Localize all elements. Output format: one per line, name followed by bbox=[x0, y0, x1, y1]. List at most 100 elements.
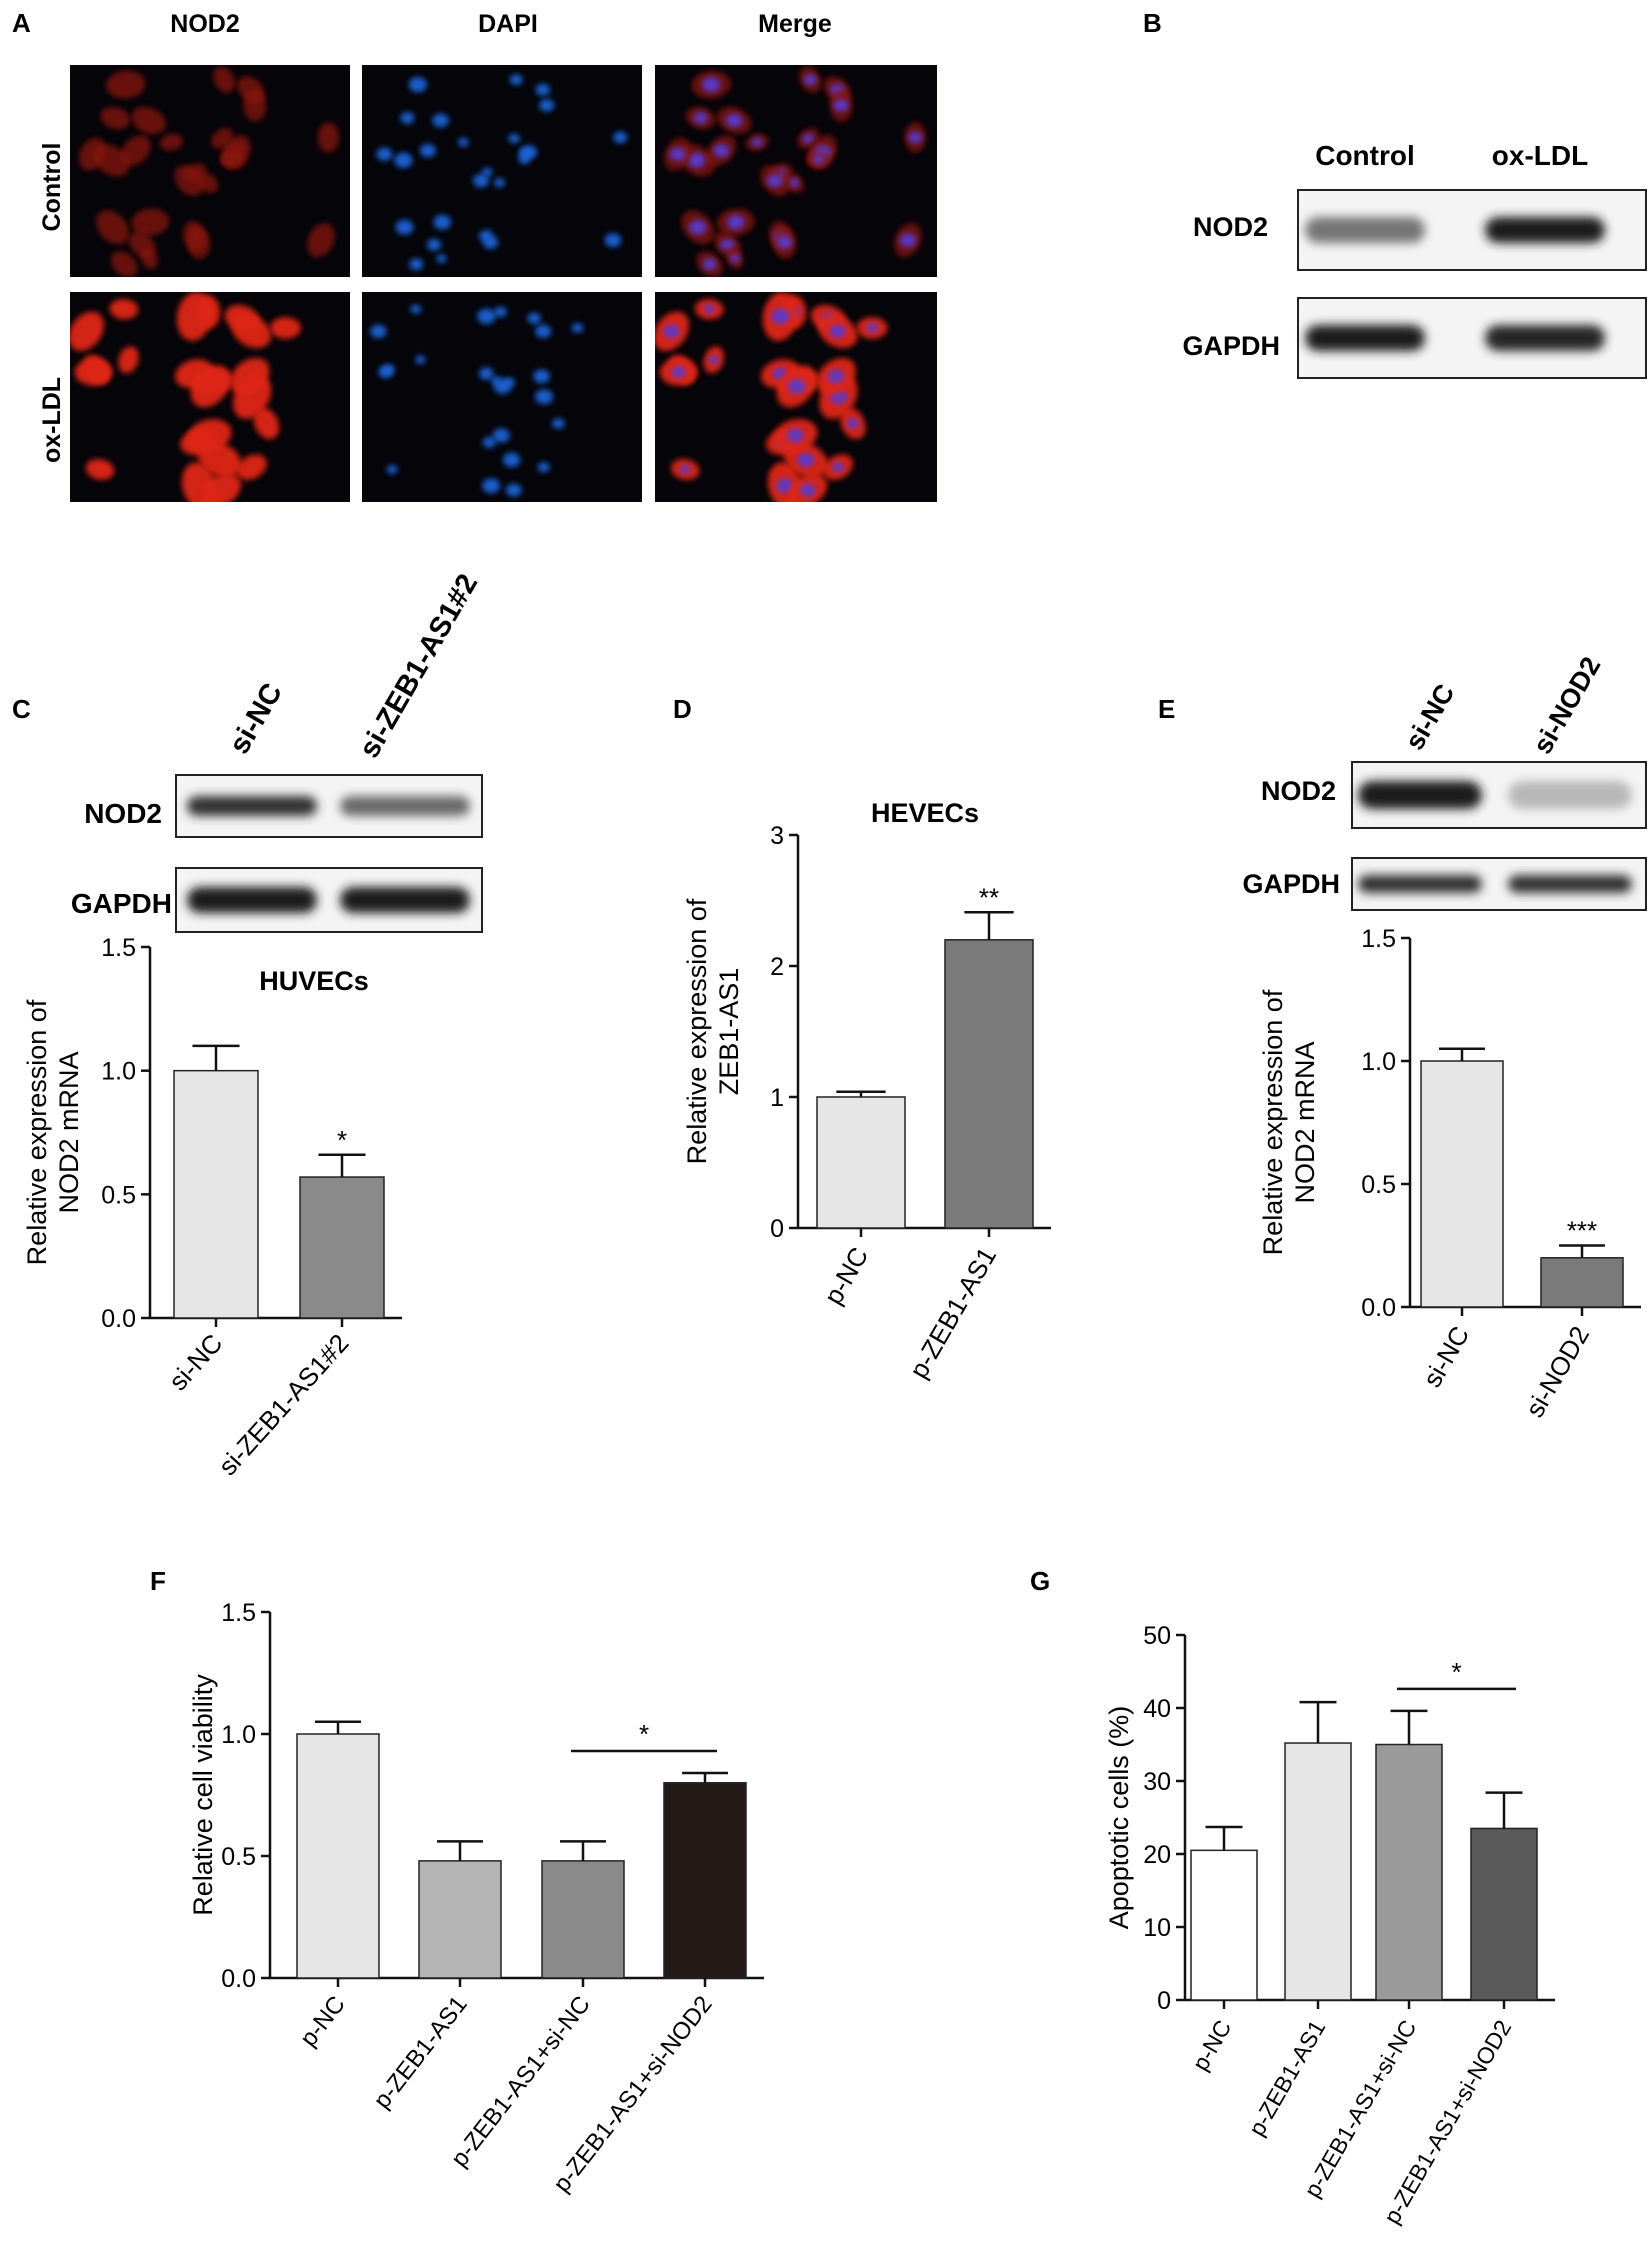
cell-cytoplasm bbox=[159, 133, 183, 151]
cell-nucleus bbox=[537, 462, 550, 473]
y-tick-label: 0 bbox=[770, 1215, 784, 1243]
category-label: p-ZEB1-AS1 bbox=[903, 1242, 1002, 1383]
cell-nucleus bbox=[505, 483, 522, 497]
cell-nucleus bbox=[494, 306, 507, 318]
cell-nucleus bbox=[527, 312, 542, 325]
panel-letter-b: B bbox=[1143, 8, 1162, 38]
panel-letter-e: E bbox=[1158, 694, 1175, 724]
cell-nucleus bbox=[509, 74, 523, 85]
y-tick-label: 1.5 bbox=[221, 1599, 256, 1627]
cell-nucleus bbox=[400, 112, 415, 124]
y-tick-label: 0.0 bbox=[1361, 1294, 1396, 1322]
cell-nucleus bbox=[725, 113, 743, 128]
cell-cytoplasm bbox=[307, 223, 335, 258]
blot-band bbox=[1305, 217, 1425, 243]
cell-nucleus bbox=[482, 436, 496, 448]
cell-nucleus bbox=[539, 99, 555, 112]
cell-cytoplasm bbox=[70, 311, 105, 352]
significance-marker: ** bbox=[979, 882, 999, 912]
lane-label-si-nc: si-NC bbox=[1399, 679, 1460, 755]
y-tick-label: 40 bbox=[1143, 1695, 1171, 1723]
cell-nucleus bbox=[813, 155, 824, 165]
cell-cytoplasm bbox=[109, 298, 139, 320]
column-label-merge: Merge bbox=[758, 10, 832, 38]
y-tick-label: 1.0 bbox=[101, 1058, 136, 1086]
cell-nucleus bbox=[535, 83, 551, 96]
bar-p-zeb1-as1-si-nc bbox=[541, 1860, 625, 1979]
band-label-gapdh: GAPDH bbox=[71, 888, 172, 919]
band-label-gapdh: GAPDH bbox=[1182, 331, 1280, 361]
cell-nucleus bbox=[419, 143, 436, 158]
y-tick-label: 2 bbox=[770, 953, 784, 981]
micrograph-background bbox=[362, 292, 642, 502]
cell-nucleus bbox=[409, 258, 424, 271]
category-label: p-ZEB1-AS1 bbox=[369, 1991, 473, 2114]
y-axis-label: NOD2 mRNA bbox=[1290, 1041, 1320, 1203]
cell-nucleus bbox=[663, 324, 680, 339]
cell-nucleus bbox=[395, 219, 414, 235]
y-tick-label: 1 bbox=[770, 1084, 784, 1112]
y-tick-label: 1.0 bbox=[221, 1721, 256, 1749]
cell-nucleus bbox=[493, 378, 512, 394]
band-label-gapdh: GAPDH bbox=[1242, 869, 1340, 899]
blot-band bbox=[1358, 781, 1482, 809]
cell-nucleus bbox=[432, 113, 449, 128]
micrograph-cells bbox=[376, 74, 628, 271]
y-axis-label: NOD2 mRNA bbox=[54, 1051, 84, 1213]
significance-marker: *** bbox=[1567, 1216, 1597, 1246]
chart-title: HUVECs bbox=[259, 966, 369, 996]
micrograph-cells bbox=[655, 292, 888, 502]
cell-cytoplasm bbox=[187, 419, 232, 453]
cell-nucleus bbox=[394, 152, 413, 168]
cell-cytoplasm bbox=[96, 210, 130, 245]
cell-cytoplasm bbox=[131, 208, 170, 236]
chart-d-hevecs: 0 1 2 3 Relative expression of ZEB1-AS1 HEVECs… bbox=[682, 798, 1051, 1383]
y-tick-label: 0.0 bbox=[101, 1305, 136, 1333]
cell-nucleus bbox=[776, 478, 794, 494]
cell-nucleus bbox=[766, 174, 783, 188]
cell-nucleus bbox=[378, 366, 393, 378]
cell-nucleus bbox=[802, 133, 815, 144]
panel-a-microscopy: NOD2 DAPI Merge Control ox-LDL bbox=[38, 10, 937, 502]
cell-nucleus bbox=[720, 238, 735, 251]
y-tick-label: 50 bbox=[1143, 1622, 1171, 1650]
y-tick-label: 0.5 bbox=[1361, 1171, 1396, 1199]
cell-cytoplasm bbox=[220, 151, 245, 169]
panel-letter-a: A bbox=[12, 8, 31, 38]
cell-nucleus bbox=[436, 254, 447, 263]
y-axis-label: Relative cell viability bbox=[188, 1674, 218, 1916]
category-label: p-NC bbox=[1187, 2016, 1236, 2075]
panel-letter-d: D bbox=[673, 694, 692, 724]
micrograph-cells bbox=[78, 66, 339, 277]
chart-g-apoptotic-cells: 0 10 20 30 40 50 Apoptotic cells (%) p-NC p-ZEB1… bbox=[1104, 1622, 1555, 2228]
cell-nucleus bbox=[702, 258, 717, 271]
cell-nucleus bbox=[833, 99, 849, 112]
blot-band bbox=[187, 887, 317, 913]
cell-nucleus bbox=[713, 143, 730, 158]
cell-nucleus bbox=[552, 418, 565, 429]
cell-nucleus bbox=[708, 355, 719, 365]
band-label-nod2: NOD2 bbox=[1193, 212, 1268, 242]
cell-nucleus bbox=[693, 112, 708, 124]
y-tick-label: 1.5 bbox=[1361, 925, 1396, 953]
cell-nucleus bbox=[478, 367, 494, 380]
cell-nucleus bbox=[410, 304, 422, 314]
y-tick-label: 3 bbox=[770, 822, 784, 850]
cell-nucleus bbox=[829, 324, 846, 338]
cell-nucleus bbox=[800, 483, 816, 497]
cell-cytoplasm bbox=[213, 66, 235, 93]
cell-cytoplasm bbox=[121, 135, 151, 166]
cell-nucleus bbox=[376, 147, 393, 161]
cell-nucleus bbox=[386, 464, 398, 474]
cell-nucleus bbox=[458, 137, 469, 147]
category-label: p-NC bbox=[295, 1991, 351, 2052]
cell-nucleus bbox=[776, 236, 793, 249]
y-tick-label: 0.0 bbox=[221, 1965, 256, 1993]
cell-cytoplasm bbox=[176, 292, 213, 341]
cell-nucleus bbox=[751, 137, 763, 147]
lane-label-si-zeb1-as1-2: si-ZEB1-AS1#2 bbox=[353, 569, 484, 764]
micrograph-background bbox=[362, 65, 642, 277]
cell-cytoplasm bbox=[317, 122, 339, 153]
blot-band bbox=[1485, 325, 1605, 351]
bar-si-zeb1-as1-2 bbox=[299, 1176, 385, 1319]
